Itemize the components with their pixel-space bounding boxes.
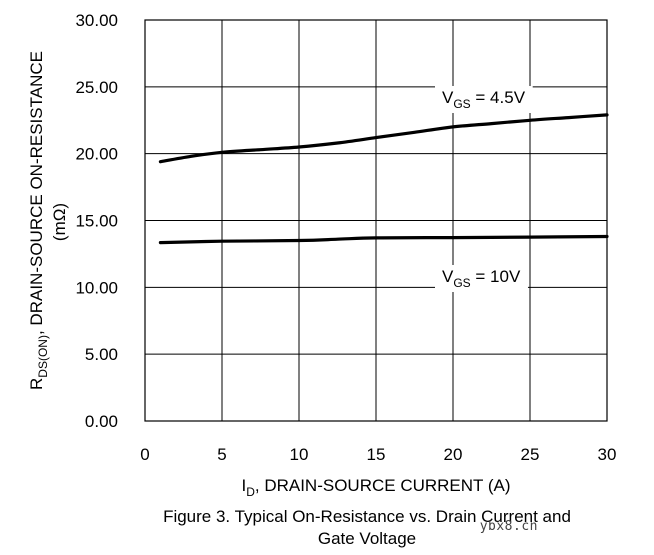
x-axis-title: ID, DRAIN-SOURCE CURRENT (A) xyxy=(241,476,510,499)
watermark-text: ybx8.cn xyxy=(479,519,538,534)
series-label-background-vgs-10v xyxy=(435,265,528,292)
x-tick-label: 0 xyxy=(140,445,149,464)
series-line-vgs-4-5v xyxy=(158,113,609,164)
series-label-vgs-10v: VGS = 10V xyxy=(442,267,521,290)
on-resistance-chart: 0 5 10 15 20 25 30 0.00 5.00 10.00 15.00 20.00 25.00… xyxy=(27,11,616,499)
series-label-background-vgs-4-5v xyxy=(435,86,533,113)
y-tick-label: 15.00 xyxy=(75,212,118,231)
caption-line-2: Gate Voltage xyxy=(317,529,417,548)
y-tick-label: 20.00 xyxy=(75,145,118,164)
x-tick-label: 30 xyxy=(598,445,617,464)
x-tick-label: 15 xyxy=(367,445,386,464)
y-tick-label: 0.00 xyxy=(85,412,118,431)
tick-labels: 0 5 10 15 20 25 30 0.00 5.00 10.00 15.00 20.00 25.00… xyxy=(75,11,616,464)
y-tick-label: 25.00 xyxy=(75,78,118,97)
y-tick-label: 30.00 xyxy=(75,11,118,30)
x-tick-label: 5 xyxy=(217,445,226,464)
y-tick-label: 10.00 xyxy=(75,278,118,297)
y-tick-label: 5.00 xyxy=(85,345,118,364)
series-lines xyxy=(158,113,609,245)
y-axis-title: RDS(ON), DRAIN-SOURCE ON-RESISTANCE xyxy=(27,51,50,390)
y-axis-unit: (mΩ) xyxy=(50,203,69,241)
x-tick-label: 20 xyxy=(444,445,463,464)
series-line-vgs-10v xyxy=(158,234,609,245)
grid-lines xyxy=(145,20,607,421)
x-tick-label: 10 xyxy=(290,445,309,464)
series-label-vgs-4-5v: VGS = 4.5V xyxy=(442,88,526,111)
plot-frame xyxy=(144,19,608,422)
caption-line-1: Figure 3. Typical On-Resistance vs. Drai… xyxy=(163,507,571,526)
x-tick-label: 25 xyxy=(521,445,540,464)
figure-caption: Figure 3. Typical On-Resistance vs. Drai… xyxy=(100,506,634,550)
